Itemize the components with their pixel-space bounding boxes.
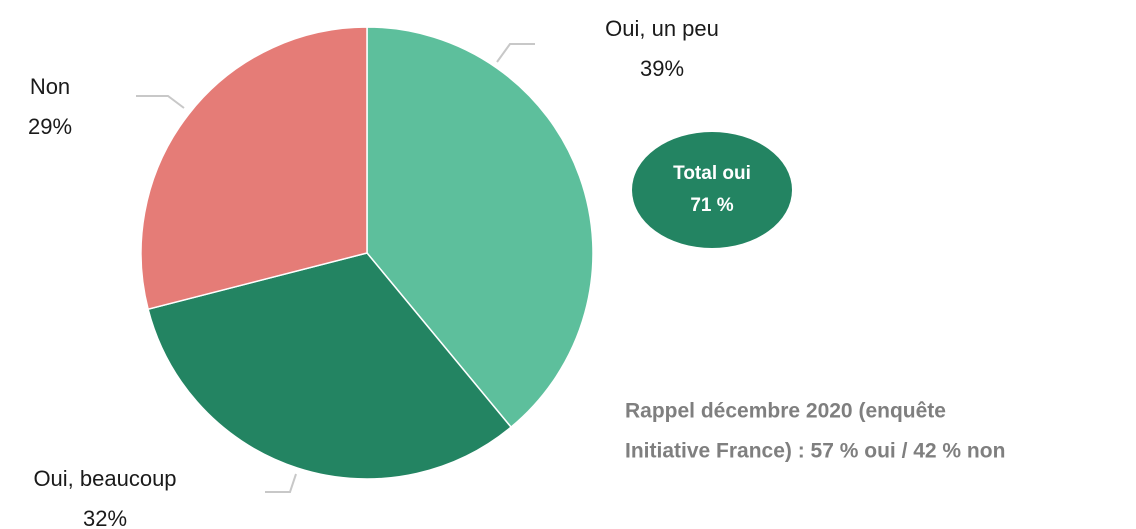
slice-value: 32% [83, 506, 127, 529]
slice-label: Non [30, 74, 70, 99]
total-badge [632, 132, 792, 248]
recall-note: Rappel décembre 2020 (enquête [625, 400, 946, 423]
leader-line [136, 95, 185, 109]
recall-note: Initiative France) : 57 % oui / 42 % non [625, 440, 1005, 463]
total-label: Total oui [673, 163, 751, 184]
leader-line [496, 43, 535, 63]
leader-line [265, 473, 297, 493]
pie-slice [366, 26, 594, 429]
slice-label: Oui, beaucoup [33, 466, 176, 491]
pie-slice [140, 26, 368, 311]
pie-slice [147, 252, 513, 480]
slice-value: 39% [640, 56, 684, 81]
total-value: 71 % [690, 195, 733, 216]
slice-value: 29% [28, 114, 72, 139]
slice-label: Oui, un peu [605, 16, 719, 41]
